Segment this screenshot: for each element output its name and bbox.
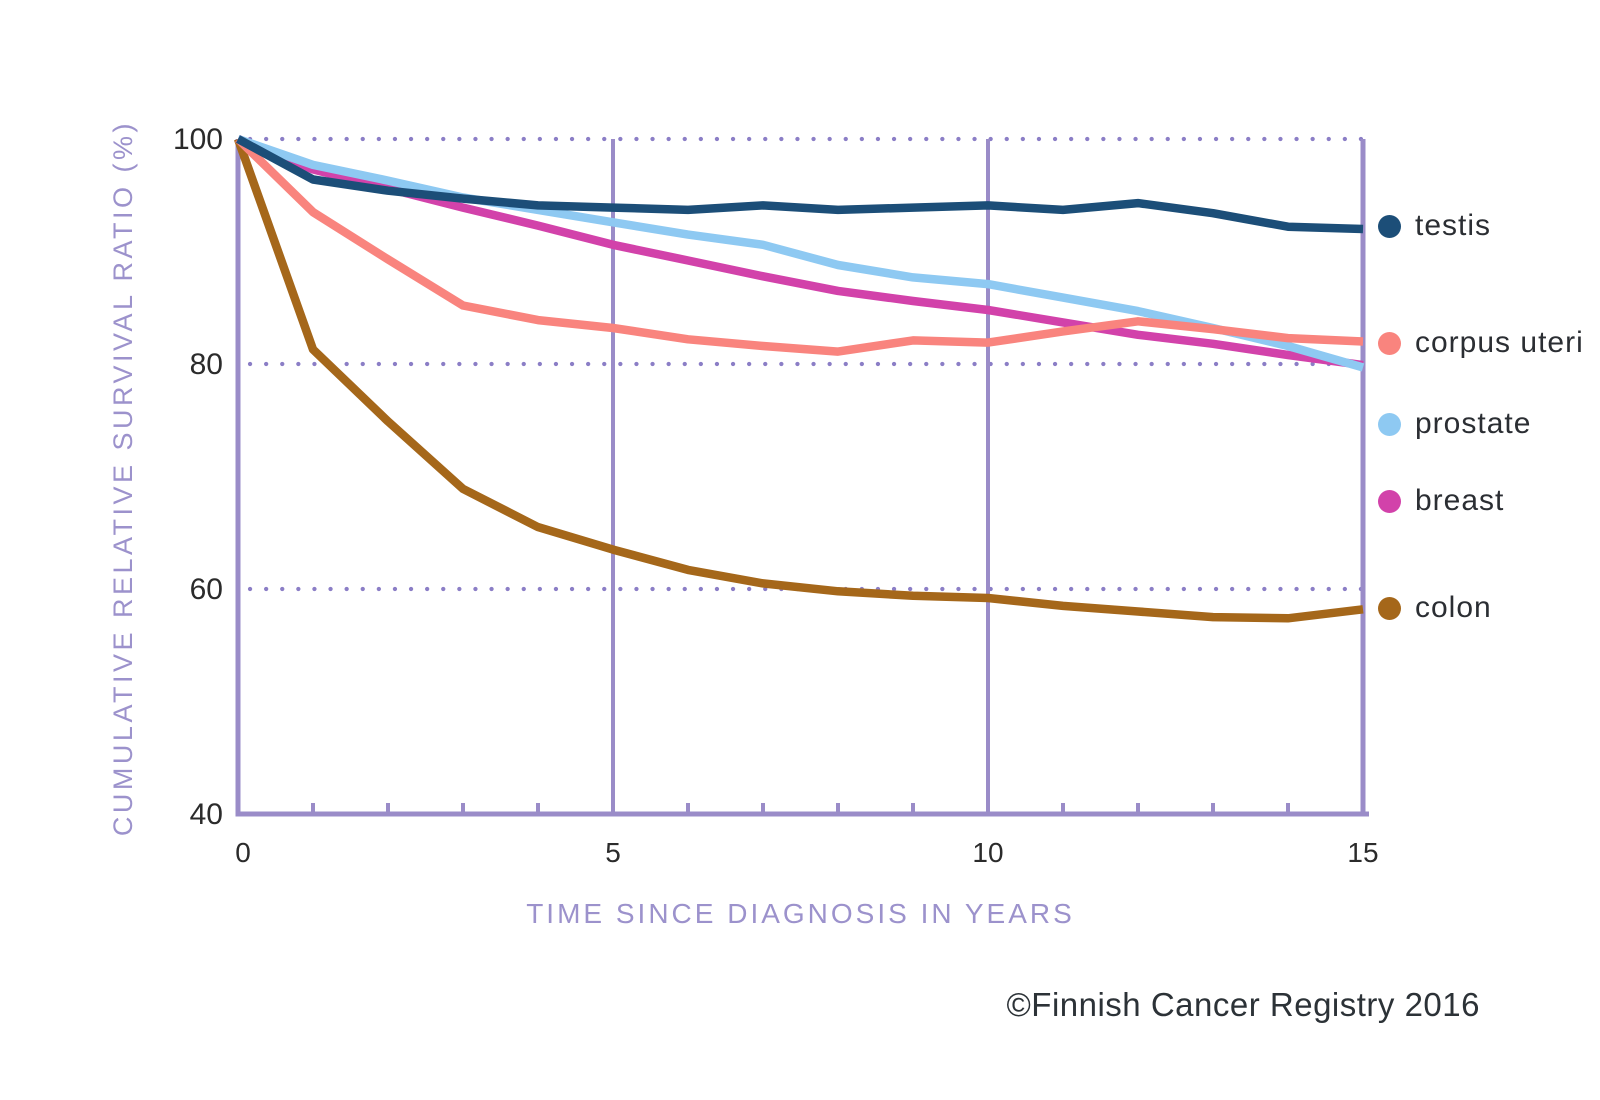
y-tick-label-60: 60 (190, 573, 223, 606)
legend-dot-icon (1378, 489, 1401, 513)
legend-item-testis: testis (1378, 209, 1491, 243)
x-tick-label-10: 10 (972, 837, 1003, 868)
copyright-text: ©Finnish Cancer Registry 2016 (1006, 986, 1480, 1023)
legend-label: breast (1415, 484, 1505, 517)
legend-dot-icon (1378, 331, 1401, 355)
y-tick-label-40: 40 (190, 798, 223, 831)
x-tick-label-5: 5 (605, 837, 621, 868)
x-tick-label-15: 15 (1347, 837, 1378, 868)
legend-label: testis (1415, 209, 1492, 242)
series-line-testis (235, 135, 1364, 234)
legend-label: colon (1415, 591, 1492, 624)
legend-item-breast: breast (1378, 484, 1504, 518)
series-line-colon (233, 137, 1364, 623)
legend-item-colon: colon (1378, 591, 1492, 625)
legend-label: corpus uteri (1415, 326, 1584, 359)
legend-item-prostate: prostate (1378, 407, 1531, 441)
legend-dot-icon (1378, 596, 1401, 620)
x-axis-title: TIME SINCE DIAGNOSIS IN YEARS (526, 898, 1075, 929)
y-tick-label-100: 100 (173, 123, 223, 156)
x-tick-label-0: 0 (235, 837, 251, 868)
legend-dot-icon (1378, 214, 1401, 238)
y-tick-label-80: 80 (190, 348, 223, 381)
legend-item-corpus-uteri: corpus uteri (1378, 326, 1584, 360)
legend-label: prostate (1415, 407, 1532, 440)
series-line-prostate (236, 134, 1365, 372)
y-axis-title: CUMULATIVE RELATIVE SURVIVAL RATIO (%) (108, 119, 138, 837)
legend-dot-icon (1378, 412, 1401, 436)
series-line-corpus-uteri (235, 135, 1364, 356)
